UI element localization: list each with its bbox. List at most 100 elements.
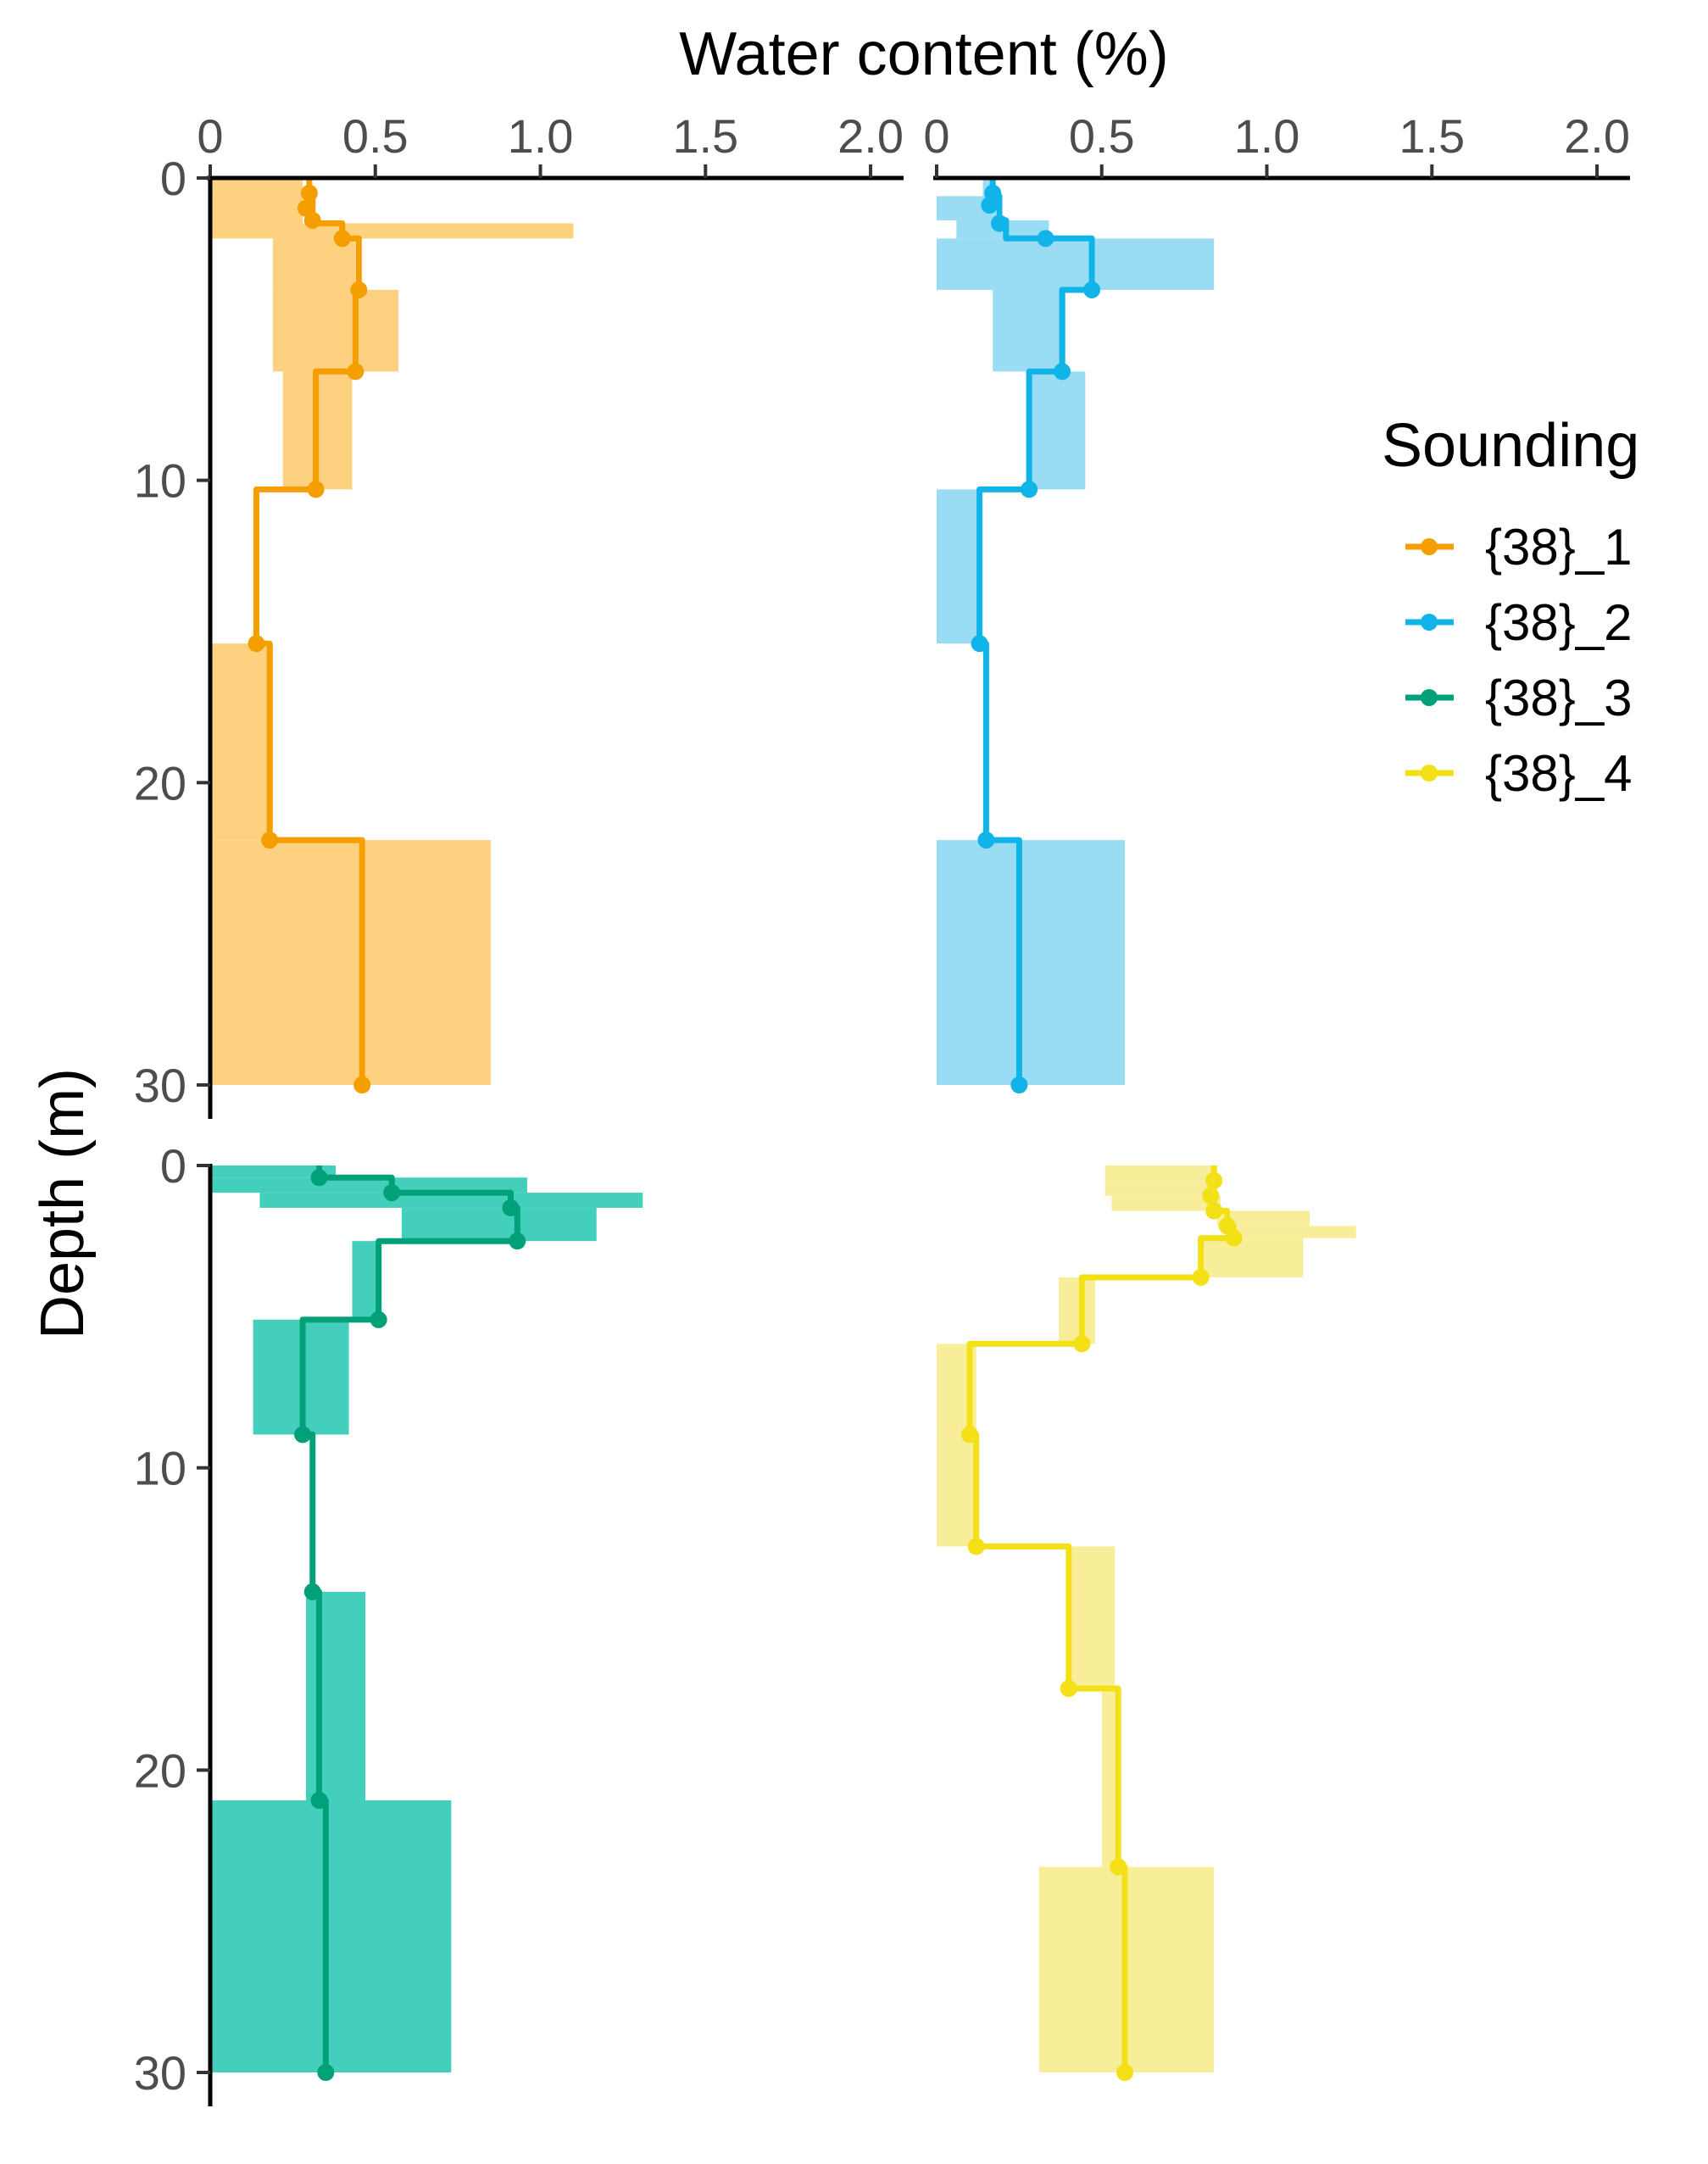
38-4-band-6 [1059, 1277, 1095, 1344]
38-1-point-8 [261, 832, 279, 849]
y-tick-label-38-3-1: 10 [134, 1442, 186, 1495]
legend-marker-38-1 [1421, 538, 1438, 555]
38-3-point-5 [294, 1426, 312, 1444]
panel-38-2: 0 0.5 1.0 1.5 2.0 [923, 109, 1630, 1093]
38-1-point-9 [353, 1076, 371, 1093]
legend-item-38-1: {38}_1 [1405, 519, 1633, 576]
38-3-point-8 [317, 2064, 335, 2081]
legend-item-38-4: {38}_4 [1405, 745, 1633, 802]
38-3-band-2 [259, 1193, 643, 1208]
38-2-point-4 [1083, 281, 1101, 298]
38-4-point-9 [1060, 1680, 1077, 1698]
38-1-band-3 [273, 238, 356, 290]
38-3-band-8 [210, 1800, 452, 2072]
38-1-band-2 [210, 223, 574, 239]
38-1-point-2 [303, 211, 321, 229]
38-4-point-0 [1205, 1171, 1223, 1189]
axes-38-3: 0 10 20 30 [134, 1139, 213, 2106]
38-3-band-4 [352, 1241, 379, 1320]
38-3-point-0 [310, 1169, 328, 1187]
38-3-point-7 [310, 1792, 328, 1809]
38-1-point-7 [248, 635, 265, 653]
38-3-band-7 [305, 1591, 366, 1800]
legend-marker-38-4 [1421, 765, 1438, 782]
38-4-point-6 [1073, 1335, 1091, 1353]
38-2-point-9 [1010, 1076, 1028, 1093]
facet-panels: 0 0.5 1.0 1.5 2.0 0 10 20 30 0 0.5 1.0 1.5 2.0 0 10 20 30 [134, 109, 1630, 2106]
38-4-band-2 [1111, 1195, 1221, 1211]
38-1-band-0 [210, 178, 303, 193]
38-4-point-10 [1110, 1858, 1127, 1876]
38-3-point-1 [383, 1184, 401, 1202]
y-tick-label-38-1-3: 30 [134, 1059, 186, 1112]
38-3-point-2 [502, 1199, 520, 1216]
38-2-point-5 [1054, 363, 1071, 381]
legend: Sounding {38}_1 {38}_2 {38}_3 {38}_4 [1382, 412, 1639, 802]
38-4-band-0 [1104, 1165, 1215, 1181]
38-2-band-3 [937, 238, 1215, 290]
legend-marker-38-3 [1421, 689, 1438, 706]
38-2-point-7 [971, 635, 988, 653]
legend-item-38-3: {38}_3 [1405, 670, 1633, 726]
38-4-point-2 [1205, 1202, 1223, 1220]
x-tick-label-38-2-0: 0 [923, 109, 949, 163]
38-2-point-3 [1037, 230, 1054, 248]
38-1-band-4 [273, 289, 399, 372]
legend-label-38-4: {38}_4 [1485, 745, 1633, 802]
38-1-point-0 [300, 184, 318, 202]
y-tick-label-38-1-1: 10 [134, 454, 186, 508]
38-4-point-11 [1116, 2064, 1134, 2081]
y-tick-label-38-3-2: 20 [134, 1744, 186, 1797]
38-2-band-6 [937, 489, 980, 644]
x-tick-label-38-2-3: 1.5 [1399, 109, 1465, 163]
legend-title: Sounding [1382, 412, 1639, 480]
38-4-band-8 [937, 1434, 976, 1547]
38-2-band-8 [937, 840, 1126, 1085]
38-2-point-2 [991, 214, 1009, 232]
y-tick-label-38-3-3: 30 [134, 2046, 186, 2100]
38-3-point-3 [509, 1232, 526, 1250]
38-4-band-10 [1101, 1688, 1119, 1867]
x-tick-label-38-2-2: 1.0 [1234, 109, 1300, 163]
panel-38-1: 0 0.5 1.0 1.5 2.0 0 10 20 30 [134, 109, 904, 1119]
legend-item-38-2: {38}_2 [1405, 594, 1633, 651]
legend-label-38-3: {38}_3 [1485, 670, 1633, 726]
y-tick-label-38-1-0: 0 [160, 152, 186, 205]
38-2-point-8 [977, 832, 995, 849]
38-4-band-1 [1104, 1180, 1218, 1196]
y-axis-title: Depth (m) [29, 1068, 97, 1339]
legend-marker-38-2 [1421, 614, 1438, 631]
x-tick-label-38-2-4: 2.0 [1564, 109, 1630, 163]
x-tick-label-38-1-3: 1.5 [672, 109, 738, 163]
y-tick-label-38-1-2: 20 [134, 756, 186, 809]
38-4-point-4 [1225, 1229, 1243, 1247]
38-4-band-9 [1068, 1546, 1115, 1689]
38-1-point-5 [347, 363, 364, 381]
38-1-point-3 [333, 230, 351, 248]
panel-38-3: 0 10 20 30 [134, 1139, 643, 2106]
x-tick-label-38-1-4: 2.0 [837, 109, 904, 163]
38-3-band-3 [401, 1207, 597, 1242]
38-1-point-6 [307, 481, 325, 498]
x-tick-label-38-2-1: 0.5 [1069, 109, 1135, 163]
x-tick-label-38-1-1: 0.5 [342, 109, 409, 163]
38-1-band-1 [210, 192, 303, 224]
38-4-point-1 [1202, 1187, 1220, 1204]
y-tick-label-38-3-0: 0 [160, 1139, 186, 1193]
38-2-band-4 [993, 289, 1065, 372]
38-1-band-7 [210, 643, 274, 841]
38-2-point-1 [981, 197, 999, 214]
38-4-band-3 [1217, 1210, 1310, 1227]
panel-38-4 [937, 1165, 1356, 2081]
38-3-point-6 [303, 1583, 321, 1600]
38-4-point-8 [967, 1538, 985, 1555]
legend-label-38-1: {38}_1 [1485, 519, 1633, 576]
38-3-band-1 [210, 1177, 527, 1193]
axes-38-1: 0 0.5 1.0 1.5 2.0 0 10 20 30 [134, 109, 904, 1119]
38-1-point-4 [350, 281, 368, 298]
legend-label-38-2: {38}_2 [1485, 594, 1633, 651]
x-tick-label-38-1-0: 0 [197, 109, 223, 163]
x-axis-title: Water content (%) [679, 20, 1169, 88]
x-tick-label-38-1-2: 1.0 [508, 109, 574, 163]
